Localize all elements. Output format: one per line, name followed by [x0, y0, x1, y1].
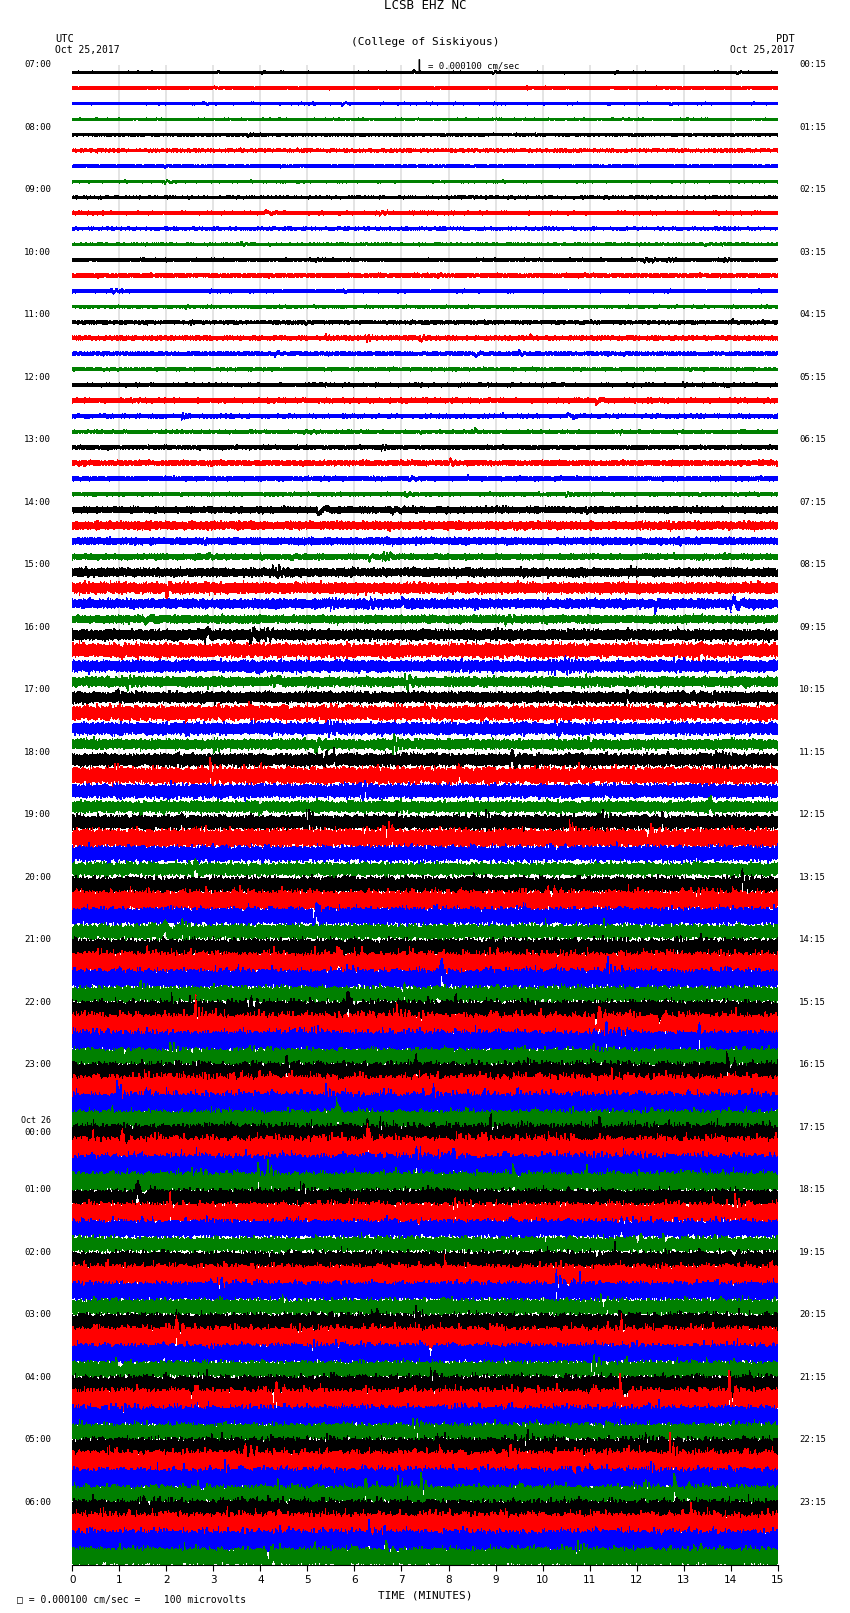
Text: 08:00: 08:00 [24, 123, 51, 132]
Text: 13:15: 13:15 [799, 873, 826, 882]
Text: 18:00: 18:00 [24, 747, 51, 756]
Text: = 0.000100 cm/sec: = 0.000100 cm/sec [428, 61, 519, 71]
Text: 17:15: 17:15 [799, 1123, 826, 1132]
Text: 09:00: 09:00 [24, 185, 51, 194]
Text: 06:15: 06:15 [799, 436, 826, 444]
Text: 20:15: 20:15 [799, 1310, 826, 1319]
Text: 04:00: 04:00 [24, 1373, 51, 1382]
Text: 11:00: 11:00 [24, 310, 51, 319]
Text: 11:15: 11:15 [799, 747, 826, 756]
Text: 17:00: 17:00 [24, 686, 51, 694]
Text: Oct 26: Oct 26 [21, 1116, 51, 1124]
Text: 06:00: 06:00 [24, 1497, 51, 1507]
Text: 14:15: 14:15 [799, 936, 826, 944]
Text: 12:15: 12:15 [799, 810, 826, 819]
Text: 23:15: 23:15 [799, 1497, 826, 1507]
Text: 21:15: 21:15 [799, 1373, 826, 1382]
Text: 18:15: 18:15 [799, 1186, 826, 1194]
Text: 02:15: 02:15 [799, 185, 826, 194]
Text: 10:00: 10:00 [24, 247, 51, 256]
Text: 01:00: 01:00 [24, 1186, 51, 1194]
Text: 02:00: 02:00 [24, 1247, 51, 1257]
Text: 19:15: 19:15 [799, 1247, 826, 1257]
Text: 08:15: 08:15 [799, 560, 826, 569]
Text: 00:15: 00:15 [799, 60, 826, 69]
Text: 23:00: 23:00 [24, 1060, 51, 1069]
Text: 13:00: 13:00 [24, 436, 51, 444]
Text: 07:15: 07:15 [799, 497, 826, 506]
Text: LCSB EHZ NC: LCSB EHZ NC [383, 0, 467, 11]
Text: 22:00: 22:00 [24, 997, 51, 1007]
Text: 16:00: 16:00 [24, 623, 51, 632]
Text: 15:00: 15:00 [24, 560, 51, 569]
Text: UTC: UTC [55, 34, 74, 44]
Text: 19:00: 19:00 [24, 810, 51, 819]
X-axis label: TIME (MINUTES): TIME (MINUTES) [377, 1590, 473, 1600]
Text: 05:15: 05:15 [799, 373, 826, 382]
Text: 10:15: 10:15 [799, 686, 826, 694]
Text: 16:15: 16:15 [799, 1060, 826, 1069]
Text: 15:15: 15:15 [799, 997, 826, 1007]
Text: 00:00: 00:00 [24, 1127, 51, 1137]
Text: 04:15: 04:15 [799, 310, 826, 319]
Text: PDT: PDT [776, 34, 795, 44]
Text: 05:00: 05:00 [24, 1436, 51, 1444]
Text: (College of Siskiyous): (College of Siskiyous) [351, 37, 499, 47]
Text: 22:15: 22:15 [799, 1436, 826, 1444]
Text: □ = 0.000100 cm/sec =    100 microvolts: □ = 0.000100 cm/sec = 100 microvolts [17, 1595, 246, 1605]
Text: 09:15: 09:15 [799, 623, 826, 632]
Text: 07:00: 07:00 [24, 60, 51, 69]
Text: 20:00: 20:00 [24, 873, 51, 882]
Text: 12:00: 12:00 [24, 373, 51, 382]
Text: 01:15: 01:15 [799, 123, 826, 132]
Text: 21:00: 21:00 [24, 936, 51, 944]
Text: Oct 25,2017: Oct 25,2017 [55, 45, 120, 55]
Text: 14:00: 14:00 [24, 497, 51, 506]
Text: 03:15: 03:15 [799, 247, 826, 256]
Text: 03:00: 03:00 [24, 1310, 51, 1319]
Text: Oct 25,2017: Oct 25,2017 [730, 45, 795, 55]
